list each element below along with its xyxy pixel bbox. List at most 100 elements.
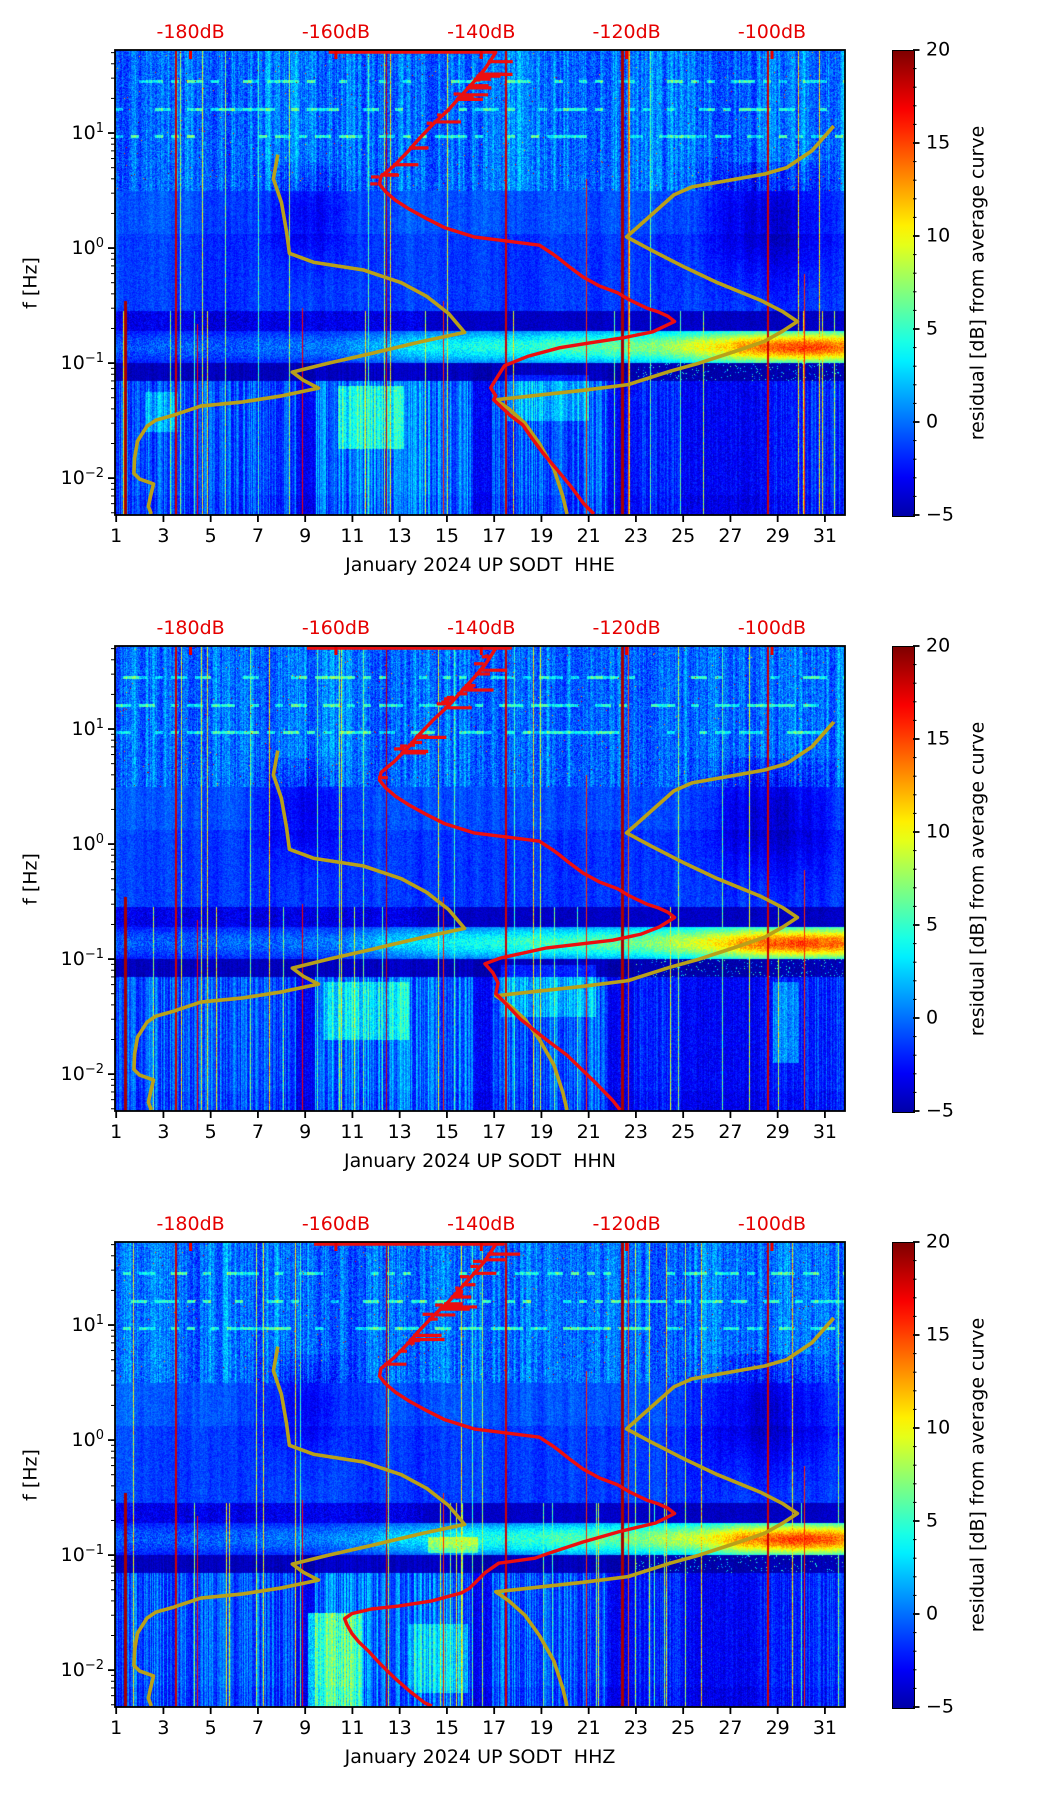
- y-tick-label: 100: [71, 1427, 104, 1452]
- x-tick-label: 13: [387, 525, 412, 547]
- top-axis-db-label: -180dB: [156, 1213, 225, 1235]
- colorbar-hhe: [892, 50, 915, 517]
- x-tick-label: 7: [251, 525, 264, 547]
- x-tick-label: 23: [623, 1121, 649, 1143]
- x-tick-label: 9: [299, 1121, 312, 1143]
- x-tick-label: 3: [157, 1121, 170, 1143]
- x-tick-label: 19: [529, 525, 554, 547]
- x-tick-label: 11: [340, 1121, 365, 1143]
- x-tick-label: 23: [623, 525, 649, 547]
- colorbar-tick-label: 15: [926, 727, 951, 750]
- top-axis-db-label: -100dB: [737, 617, 807, 639]
- top-axis-db-label: -160dB: [301, 617, 371, 639]
- x-tick-label: 27: [718, 525, 743, 547]
- top-axis-db-label: -100dB: [737, 1213, 807, 1235]
- y-tick-label: 10−2: [60, 1658, 104, 1682]
- top-axis-db-label: -180dB: [156, 617, 225, 639]
- x-tick-label: 21: [576, 1121, 601, 1143]
- x-tick-label: 29: [765, 1121, 790, 1143]
- x-tick-label: 1: [110, 525, 123, 547]
- top-axis-db-label: -180dB: [156, 21, 225, 43]
- colorbar-hhz: [892, 1242, 915, 1709]
- x-tick-label: 17: [482, 1121, 507, 1143]
- x-tick-label: 21: [576, 1717, 601, 1739]
- top-axis-db-label: -140dB: [447, 617, 516, 639]
- colorbar-tick-label: 20: [926, 634, 951, 657]
- y-tick-label: 10−2: [60, 466, 104, 490]
- colorbar-label: residual [dB] from average curve: [966, 1317, 989, 1633]
- x-tick-label: 21: [576, 525, 601, 547]
- x-tick-label: 7: [251, 1121, 264, 1143]
- top-axis-db-label: -140dB: [447, 21, 516, 43]
- colorbar-tick-label: −5: [926, 1099, 955, 1122]
- x-tick-label: 7: [251, 1717, 264, 1739]
- x-tick-label: 31: [812, 525, 837, 547]
- x-tick-label: 9: [299, 1717, 312, 1739]
- colorbar-tick-label: 20: [926, 38, 951, 61]
- x-tick-label: 11: [340, 525, 365, 547]
- top-axis-db-label: -120dB: [592, 617, 661, 639]
- x-tick-label: 13: [387, 1717, 412, 1739]
- y-tick-label: 101: [71, 716, 104, 741]
- y-tick-label: 100: [71, 831, 104, 856]
- colorbar-tick-label: 5: [926, 913, 939, 936]
- x-axis-label-hhz: January 2024 UP SODT HHZ: [344, 1746, 616, 1768]
- x-axis-label-hhn: January 2024 UP SODT HHN: [344, 1150, 616, 1172]
- x-tick-label: 17: [482, 525, 507, 547]
- x-tick-label: 19: [529, 1717, 554, 1739]
- x-tick-label: 31: [812, 1717, 837, 1739]
- x-tick-label: 1: [110, 1121, 123, 1143]
- x-tick-label: 15: [434, 525, 460, 547]
- x-axis-label-hhe: January 2024 UP SODT HHE: [345, 554, 615, 576]
- colorbar-hhn: [892, 646, 915, 1113]
- x-tick-label: 25: [671, 1717, 696, 1739]
- x-tick-label: 15: [434, 1121, 460, 1143]
- x-tick-label: 27: [718, 1717, 743, 1739]
- y-tick-label: 10−1: [60, 1542, 104, 1567]
- colorbar-tick-label: 10: [926, 224, 951, 247]
- colorbar-tick-label: 0: [926, 410, 939, 433]
- x-tick-label: 23: [623, 1717, 649, 1739]
- colorbar-label: residual [dB] from average curve: [966, 721, 989, 1037]
- top-axis-db-label: -120dB: [592, 1213, 661, 1235]
- x-tick-label: 27: [718, 1121, 743, 1143]
- y-tick-label: 101: [71, 120, 104, 145]
- top-axis-db-label: -140dB: [447, 1213, 516, 1235]
- x-tick-label: 19: [529, 1121, 554, 1143]
- x-tick-label: 29: [765, 1717, 790, 1739]
- top-axis-db-label: -120dB: [592, 21, 661, 43]
- colorbar-tick-label: 5: [926, 1509, 939, 1532]
- colorbar-tick-label: 0: [926, 1006, 939, 1029]
- x-tick-label: 17: [482, 1717, 507, 1739]
- colorbar-tick-label: 15: [926, 131, 951, 154]
- colorbar-tick-label: 5: [926, 317, 939, 340]
- spectrogram-hhn: [115, 646, 845, 1111]
- colorbar-tick-label: −5: [926, 1695, 955, 1718]
- y-axis-label: f [Hz]: [19, 1449, 42, 1501]
- spectrogram-hhz: [115, 1242, 845, 1707]
- x-tick-label: 5: [204, 1717, 217, 1739]
- x-tick-label: 1: [110, 1717, 123, 1739]
- colorbar-tick-label: −5: [926, 503, 955, 526]
- y-tick-label: 10−1: [60, 946, 104, 971]
- x-tick-label: 31: [812, 1121, 837, 1143]
- x-tick-label: 5: [204, 525, 217, 547]
- x-tick-label: 29: [765, 525, 790, 547]
- x-tick-label: 11: [340, 1717, 365, 1739]
- spectrogram-hhe: [115, 50, 845, 515]
- y-axis-label: f [Hz]: [19, 853, 42, 905]
- top-axis-db-label: -160dB: [301, 21, 371, 43]
- y-tick-label: 100: [71, 235, 104, 260]
- x-tick-label: 3: [157, 525, 170, 547]
- x-tick-label: 15: [434, 1717, 460, 1739]
- colorbar-tick-label: 10: [926, 820, 951, 843]
- colorbar-tick-label: 20: [926, 1230, 951, 1253]
- y-tick-label: 10−2: [60, 1062, 104, 1086]
- x-tick-label: 25: [671, 1121, 696, 1143]
- colorbar-tick-label: 15: [926, 1323, 951, 1346]
- x-tick-label: 5: [204, 1121, 217, 1143]
- top-axis-db-label: -100dB: [737, 21, 807, 43]
- colorbar-tick-label: 10: [926, 1416, 951, 1439]
- top-axis-db-label: -160dB: [301, 1213, 371, 1235]
